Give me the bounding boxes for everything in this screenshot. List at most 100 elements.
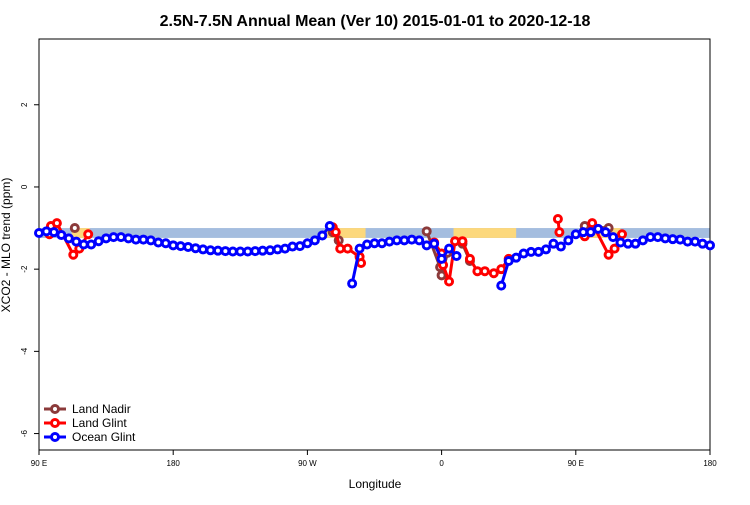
data-point [116,232,127,243]
land-band [71,228,90,238]
data-point [429,238,440,249]
data-point [436,270,447,281]
data-point [600,227,611,238]
data-point [71,236,82,247]
x-tick-label: 180 [167,459,181,468]
x-tick-label: 90 W [298,459,317,468]
legend-marker [50,432,60,442]
data-point [603,249,614,260]
data-point [472,266,483,277]
data-point [414,235,425,246]
data-point [622,238,633,249]
data-point [630,238,641,249]
data-point [220,246,231,257]
data-point [406,234,417,245]
x-axis-label: Longitude [349,477,402,491]
data-point [324,221,335,232]
y-tick-label: 2 [20,102,29,107]
data-point [593,223,604,234]
data-point [652,232,663,243]
land-band [325,228,366,238]
data-point [123,233,134,244]
data-point [578,227,589,238]
data-point [227,246,238,257]
data-point [608,232,619,243]
data-point [145,235,156,246]
data-point [160,238,171,249]
data-point [68,249,79,260]
y-tick-label: 0 [20,184,29,189]
data-point [356,257,367,268]
data-point [479,266,490,277]
data-point [609,243,620,254]
data-point [540,244,551,255]
x-tick-label: 0 [439,459,444,468]
data-point [554,227,565,238]
legend-label: Land Glint [72,416,127,430]
data-point [280,243,291,254]
data-point [302,238,313,249]
data-point [212,245,223,256]
data-point [617,229,628,240]
data-point [205,245,216,256]
data-point [384,236,395,247]
data-point [585,227,596,238]
y-tick-label: -4 [20,347,29,355]
data-point [56,230,67,241]
data-point [78,239,89,250]
data-point [257,245,268,256]
data-point [496,280,507,291]
data-point [376,238,387,249]
y-axis-label: XCO2 - MLO trend (ppm) [0,178,13,313]
data-point [63,233,74,244]
data-point [533,246,544,257]
data-point [705,240,715,251]
data-point [153,237,164,248]
data-point [347,278,358,289]
data-point [464,253,475,264]
data-point [667,234,678,245]
data-point [660,233,671,244]
data-point [451,251,462,262]
y-tick-label: -2 [20,265,29,273]
data-point [563,235,574,246]
data-point [235,246,246,257]
data-point [682,236,693,247]
data-point [570,229,581,240]
data-point [645,232,656,243]
data-point [175,241,186,252]
ocean-band [39,228,710,238]
data-point [436,253,447,264]
data-point [294,241,305,252]
data-point [369,238,380,249]
data-point [317,230,328,241]
data-point [287,241,298,252]
data-point [183,241,194,252]
data-point [526,246,537,257]
chart-title: 2.5N-7.5N Annual Mean (Ver 10) 2015-01-0… [160,13,591,30]
data-point [93,236,104,247]
data-point [250,246,261,257]
data-point [242,246,253,257]
data-point [488,268,499,279]
data-point [51,218,62,229]
data-point [690,236,701,247]
data-point [615,237,626,248]
x-tick-label: 180 [703,459,717,468]
x-tick-label: 90 E [568,459,584,468]
data-point [69,223,80,234]
data-point [675,234,686,245]
data-point [421,226,432,237]
data-point [48,227,59,238]
data-point [362,239,373,250]
y-tick-label: -6 [20,429,29,437]
data-point [198,244,209,255]
data-point [503,255,514,266]
data-point [444,276,455,287]
land-band [453,228,517,238]
data-point [637,235,648,246]
data-point [265,245,276,256]
data-point [41,226,52,237]
data-point [552,214,563,225]
